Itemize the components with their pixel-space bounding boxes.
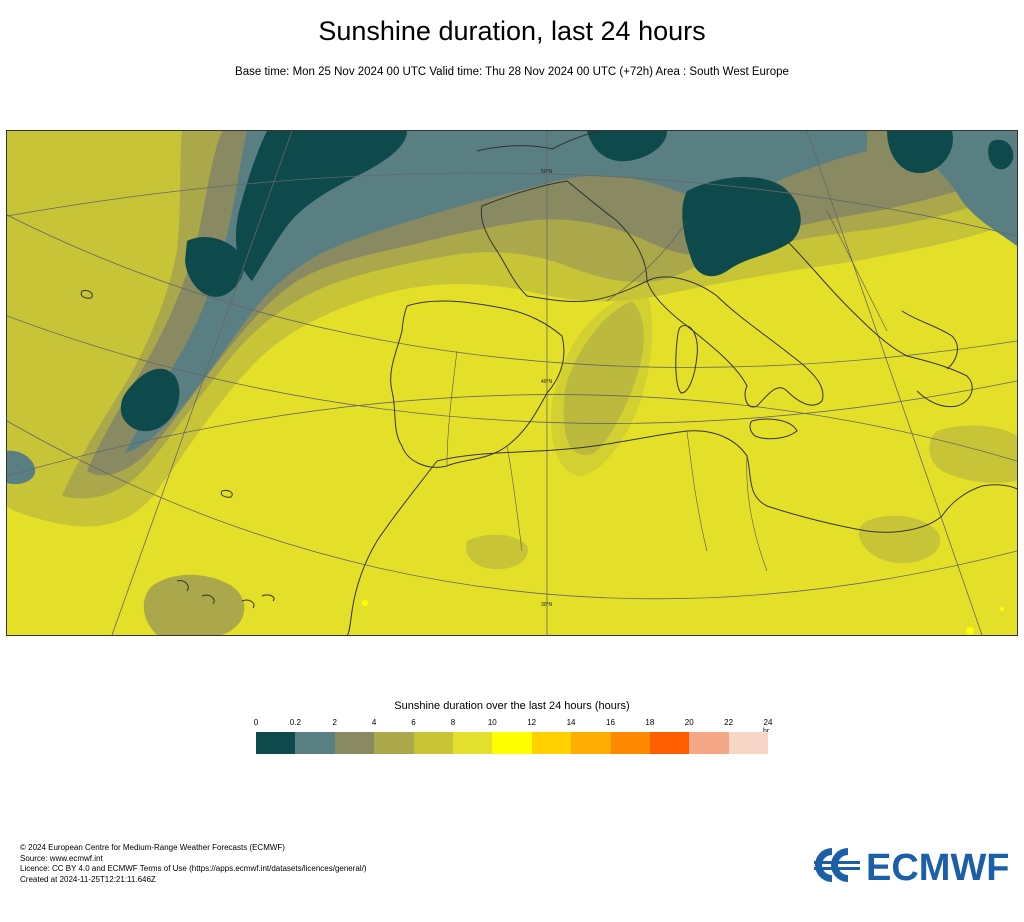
legend-unit: hr [763,728,769,735]
legend-tick-label: 14 [566,718,576,727]
legend-tick-label: 6 [411,718,416,727]
footer-copyright: © 2024 European Centre for Medium-Range … [20,843,285,852]
coastline-greece [901,310,958,370]
ecmwf-logo: ECMWF [814,847,1008,884]
field-0-0.2h-east [988,139,1014,170]
legend-tick-label: 10 [487,718,497,727]
legend-tick-label: 2 [332,718,337,727]
coastline-sardinia [675,325,698,394]
legend-swatch [728,732,769,754]
coastline-italy [646,276,824,408]
legend-tick-label: 20 [684,718,694,727]
legend-swatch [452,732,493,754]
coastline-canaries [176,580,275,609]
footer-licence: Licence: CC BY 4.0 and ECMWF Terms of Us… [20,864,367,873]
chart-subtitle: Base time: Mon 25 Nov 2024 00 UTC Valid … [235,66,789,78]
legend-swatch [531,732,572,754]
chart-title: Sunshine duration, last 24 hours [318,16,706,46]
field-0-0.2h-biscay [185,236,245,297]
graticule [7,131,1017,635]
legend-tick-label: 8 [450,718,456,727]
field-10-12h-spot [362,600,368,606]
coastline-north-africa [436,430,1017,533]
footer-source: Source: www.ecmwf.int [20,853,103,863]
field-10-12h-spot [966,627,974,635]
coastline-sicily [749,418,798,440]
footer-created: Created at 2024-11-25T12:21:11.646Z [20,874,156,884]
field-6-8h-east-med [929,425,1017,483]
coastline-madeira [220,490,233,498]
legend-swatch [413,732,453,754]
legend-tick-label: 12 [527,718,537,727]
legend-swatch [492,732,532,754]
legend-colorbar [256,732,769,754]
legend-swatch [571,732,611,754]
legend-tick-label: 4 [371,718,377,727]
sunshine-map: 50°N 40°N 30°N [6,130,1018,636]
legend-swatch [295,732,335,754]
coastline-france [480,180,648,302]
legend-tick-label: 22 [724,718,734,727]
coastline-morocco [346,460,438,635]
ecmwf-logo-text: ECMWF [866,847,1008,884]
legend-swatch [689,732,729,754]
field-0.2-2h [125,131,867,453]
legend-tick-label: 18 [645,718,655,727]
coastline-balkans [786,240,973,408]
footer-credits: © 2024 European Centre for Medium-Range … [20,843,367,885]
field-6-8h-med [551,291,653,476]
legend-swatch [334,732,375,754]
legend-swatch [374,732,414,754]
field-0-0.2h-north [587,131,667,162]
field-0-0.2h-balkans [887,131,953,174]
legend-tick-label: 24 [763,718,773,727]
coastline-iberia [390,300,565,468]
grid-label-30n: 30°N [541,602,553,608]
map-canvas: 50°N 40°N 30°N [7,131,1017,635]
coastline-azores [80,290,93,299]
field-4-6h-canaries [143,574,245,635]
legend-ticks: 0 0.2 2 4 6 8 10 12 14 16 18 20 22 24 [253,718,773,730]
legend-swatch [649,732,690,754]
field-0-0.2h-alps [682,176,801,277]
field-10-12h-spot [1000,607,1004,611]
legend-tick-label: 0 [253,718,259,727]
coastline-britain [476,131,598,152]
legend-tick-label: 0.2 [289,718,301,727]
ecmwf-logo-mark [814,848,860,882]
field-0-0.2h-west [120,368,180,432]
legend-swatch [610,732,650,754]
field-0.2-2h-west-edge [7,450,36,485]
field-0.2-2h-east [887,131,1017,246]
grid-label-40n: 40°N [541,379,553,385]
field-6-8h-sahara [465,534,528,570]
legend-swatch [256,732,296,754]
legend-tick-label: 16 [606,718,615,727]
country-borders [446,210,888,572]
legend-title: Sunshine duration over the last 24 hours… [394,700,630,712]
field-6-8h-west [7,131,202,231]
grid-label-50n: 50°N [541,169,553,175]
coastlines [80,131,1017,635]
